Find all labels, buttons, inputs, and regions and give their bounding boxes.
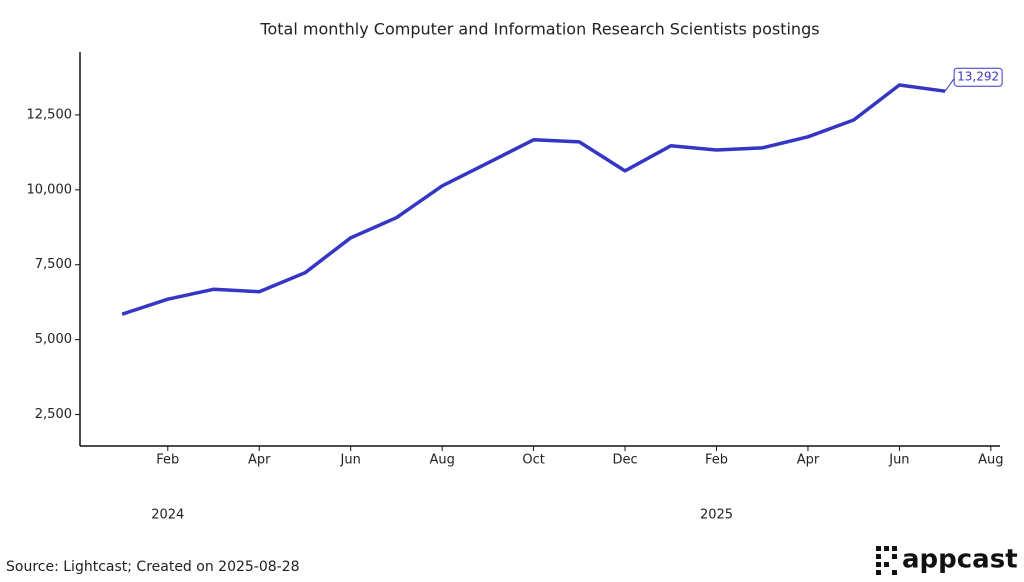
year-label: 2024 bbox=[151, 508, 184, 523]
x-tick-label: Jun bbox=[888, 453, 909, 468]
chart-title: Total monthly Computer and Information R… bbox=[259, 20, 819, 39]
x-tick-label: Oct bbox=[522, 453, 544, 468]
x-tick-label: Aug bbox=[429, 453, 454, 468]
label-leader bbox=[944, 76, 956, 92]
x-tick-label: Feb bbox=[705, 453, 728, 468]
x-tick-label: Aug bbox=[978, 453, 1003, 468]
x-tick-label: Feb bbox=[156, 453, 179, 468]
y-tick-label: 10,000 bbox=[27, 182, 73, 197]
label-box bbox=[953, 67, 1003, 87]
y-tick-label: 5,000 bbox=[35, 332, 72, 347]
y-tick-label: 12,500 bbox=[27, 107, 73, 122]
year-label: 2025 bbox=[700, 508, 733, 523]
value-label: 13,292 bbox=[957, 70, 999, 84]
y-tick-label: 2,500 bbox=[35, 407, 72, 422]
x-tick-label: Dec bbox=[612, 453, 637, 468]
x-tick-label: Apr bbox=[797, 453, 820, 468]
logo-text: appcast bbox=[902, 545, 1018, 575]
x-tick-label: Jun bbox=[340, 453, 361, 468]
line bbox=[121, 83, 946, 316]
x-tick-label: Apr bbox=[248, 453, 271, 468]
y-tick-label: 7,500 bbox=[35, 257, 72, 272]
source: Source: Lightcast; Created on 2025-08-28 bbox=[6, 559, 300, 575]
logo-icon bbox=[876, 546, 897, 575]
